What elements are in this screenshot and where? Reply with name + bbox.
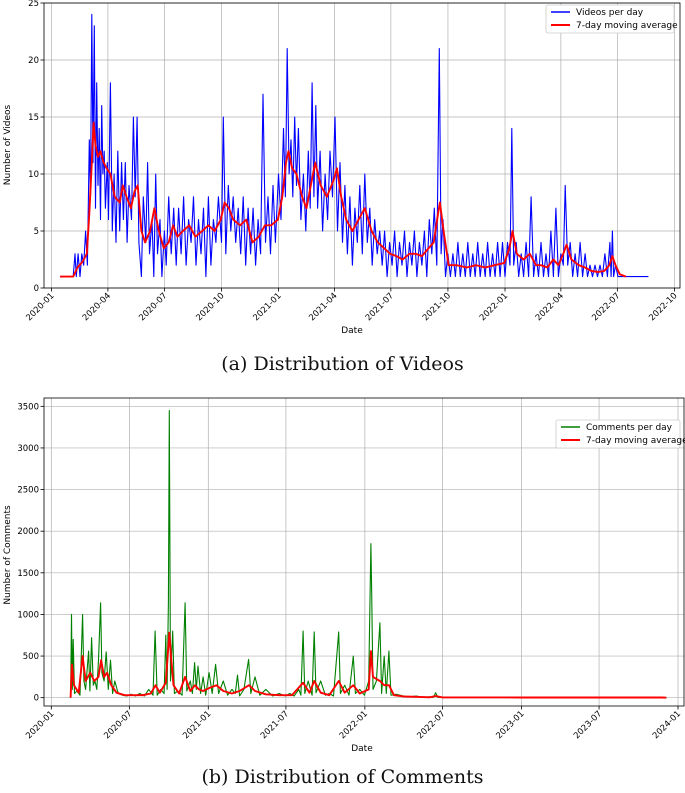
xtick-label: 2022-01 bbox=[338, 709, 370, 741]
xtick-label: 2023-07 bbox=[572, 709, 604, 741]
series-line-moving-average bbox=[69, 631, 667, 699]
comments-ylabel: Number of Comments bbox=[3, 505, 13, 605]
videos-plot-frame bbox=[43, 2, 681, 289]
xtick-label: 2022-07 bbox=[415, 709, 447, 741]
videos-legend-box bbox=[545, 4, 675, 34]
xtick-label: 2020-04 bbox=[81, 291, 113, 323]
xtick-label: 2023-01 bbox=[494, 709, 526, 741]
comments-legend-label-average: 7-day moving average bbox=[586, 436, 685, 446]
series-line-daily bbox=[70, 409, 667, 699]
comments-legend-box bbox=[555, 419, 681, 449]
ytick-label: 1500 bbox=[17, 569, 39, 579]
ytick-label: 10 bbox=[28, 170, 39, 180]
videos-axes-ticks: 0 5 10 15 20 25 2020-01 2020-04 2020-07 2020-10 20… bbox=[24, 0, 679, 323]
ytick-label: 2500 bbox=[17, 486, 39, 496]
videos-chart: 0 5 10 15 20 25 2020-01 2020-04 2020-07 2020-10 20… bbox=[3, 0, 681, 336]
xtick-label: 2022-07 bbox=[590, 291, 622, 323]
comments-grid bbox=[44, 398, 684, 706]
comments-chart: 0 500 1000 1500 2000 2500 3000 3500 2020-01 2020-… bbox=[3, 397, 685, 754]
ytick-label: 1000 bbox=[17, 610, 39, 620]
comments-xlabel: Date bbox=[351, 744, 373, 754]
videos-xlabel: Date bbox=[341, 326, 363, 336]
comments-caption: (b) Distribution of Comments bbox=[201, 766, 484, 788]
xtick-label: 2021-07 bbox=[364, 291, 396, 323]
xtick-label: 2021-07 bbox=[259, 709, 291, 741]
xtick-label: 2020-10 bbox=[194, 291, 226, 323]
xtick-label: 2021-04 bbox=[307, 291, 339, 323]
series-line-moving-average bbox=[60, 121, 627, 278]
xtick-label: 2020-07 bbox=[102, 709, 134, 741]
videos-legend-label-daily: Videos per day bbox=[576, 8, 644, 18]
ytick-label: 500 bbox=[23, 652, 39, 662]
comments-legend: Comments per day 7-day moving average bbox=[555, 419, 685, 449]
videos-series bbox=[60, 13, 649, 278]
xtick-label: 2021-01 bbox=[251, 291, 283, 323]
ytick-label: 3000 bbox=[17, 444, 39, 454]
xtick-label: 2022-04 bbox=[534, 291, 566, 323]
comments-plot-frame bbox=[43, 397, 685, 707]
videos-legend-label-average: 7-day moving average bbox=[576, 21, 678, 31]
xtick-label: 2020-01 bbox=[24, 291, 56, 323]
ytick-label: 3500 bbox=[17, 402, 39, 412]
videos-ylabel: Number of Videos bbox=[3, 104, 13, 185]
videos-legend: Videos per day 7-day moving average bbox=[545, 4, 678, 34]
xtick-label: 2022-10 bbox=[647, 291, 679, 323]
xtick-label: 2024-01 bbox=[651, 709, 683, 741]
comments-series bbox=[69, 409, 667, 699]
ytick-label: 20 bbox=[28, 56, 39, 66]
xtick-label: 2021-10 bbox=[421, 291, 453, 323]
ytick-label: 0 bbox=[34, 694, 39, 704]
ytick-label: 15 bbox=[28, 113, 39, 123]
ytick-label: 25 bbox=[28, 0, 39, 9]
xtick-label: 2020-01 bbox=[24, 709, 56, 741]
comments-legend-label-daily: Comments per day bbox=[586, 423, 673, 433]
ytick-label: 5 bbox=[34, 227, 39, 237]
ytick-label: 2000 bbox=[17, 527, 39, 537]
xtick-label: 2020-07 bbox=[137, 291, 169, 323]
ytick-label: 0 bbox=[34, 284, 39, 294]
xtick-label: 2022-01 bbox=[478, 291, 510, 323]
videos-caption: (a) Distribution of Videos bbox=[221, 353, 464, 375]
xtick-label: 2021-01 bbox=[181, 709, 213, 741]
